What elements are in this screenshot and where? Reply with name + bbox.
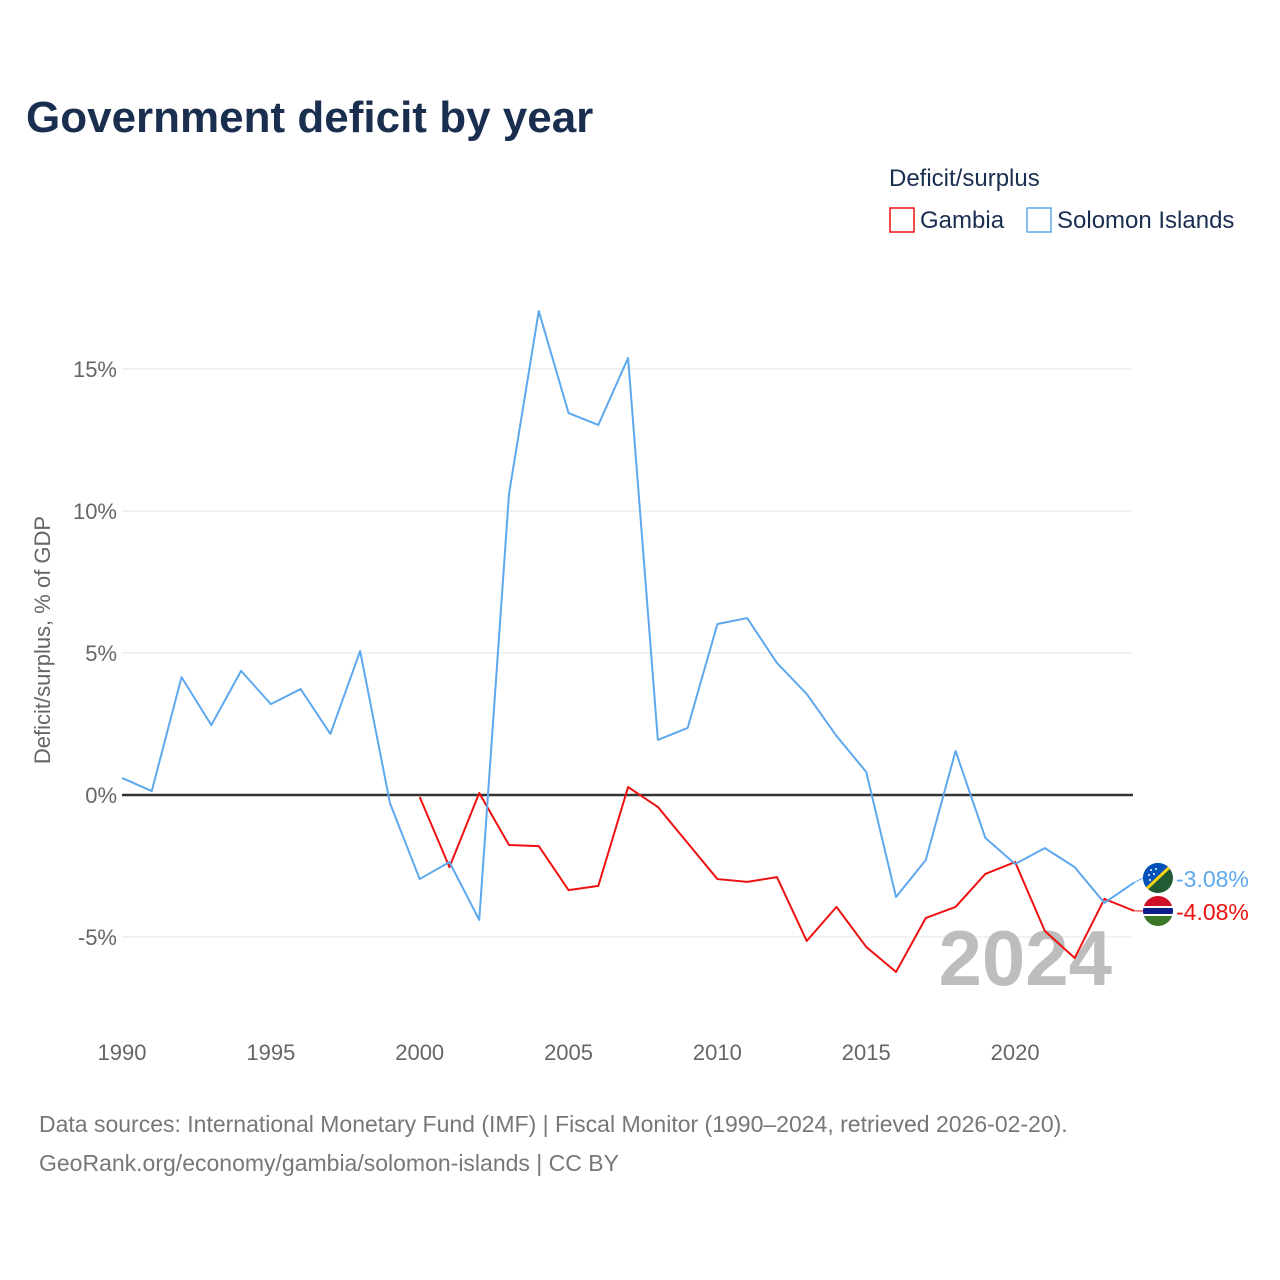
x-tick-label: 2000 [395,1040,444,1065]
solomon-islands-flag-icon [1143,863,1173,893]
y-ticks: 15% 10% 5% 0% -5% [73,357,117,950]
credit-text[interactable]: GeoRank.org/economy/gambia/solomon-islan… [39,1150,619,1176]
x-tick-label: 2005 [544,1040,593,1065]
y-tick-label: 10% [73,499,117,524]
x-tick-label: 2015 [842,1040,891,1065]
chart-title: Government deficit by year [26,93,593,142]
end-value-label: -4.08% [1176,899,1249,925]
legend-label-gambia: Gambia [920,207,1005,234]
gridlines [122,368,1133,938]
y-axis-label: Deficit/surplus, % of GDP [30,516,55,764]
x-tick-label: 1995 [246,1040,295,1065]
series-lines [121,310,1135,973]
source-text: Data sources: International Monetary Fun… [39,1111,1068,1137]
y-tick-label: 5% [85,641,117,666]
series-line-gambia[interactable] [418,786,1135,973]
gambia-flag-icon [1143,896,1173,926]
end-connector [1133,877,1144,883]
x-ticks: 1990 1995 2000 2005 2010 2015 2020 [98,1040,1040,1065]
legend-item-gambia[interactable]: Gambia [889,207,1005,234]
current-year-watermark: 2024 [938,914,1112,1002]
y-tick-label: 15% [73,357,117,382]
end-value-label: -3.08% [1176,866,1249,892]
legend-title: Deficit/surplus [889,165,1040,192]
legend-swatch-gambia [889,207,915,233]
legend-item-solomon-islands[interactable]: Solomon Islands [1026,207,1234,234]
series-line-solomon-islands[interactable] [121,310,1135,921]
x-tick-label: 2010 [693,1040,742,1065]
y-tick-label: 0% [85,783,117,808]
end-labels: -4.08% -3.08% [1133,863,1249,926]
x-tick-label: 1990 [98,1040,147,1065]
y-tick-label: -5% [78,925,117,950]
x-tick-label: 2020 [991,1040,1040,1065]
legend-label-solomon-islands: Solomon Islands [1057,207,1234,234]
legend-swatch-solomon-islands [1026,207,1052,233]
